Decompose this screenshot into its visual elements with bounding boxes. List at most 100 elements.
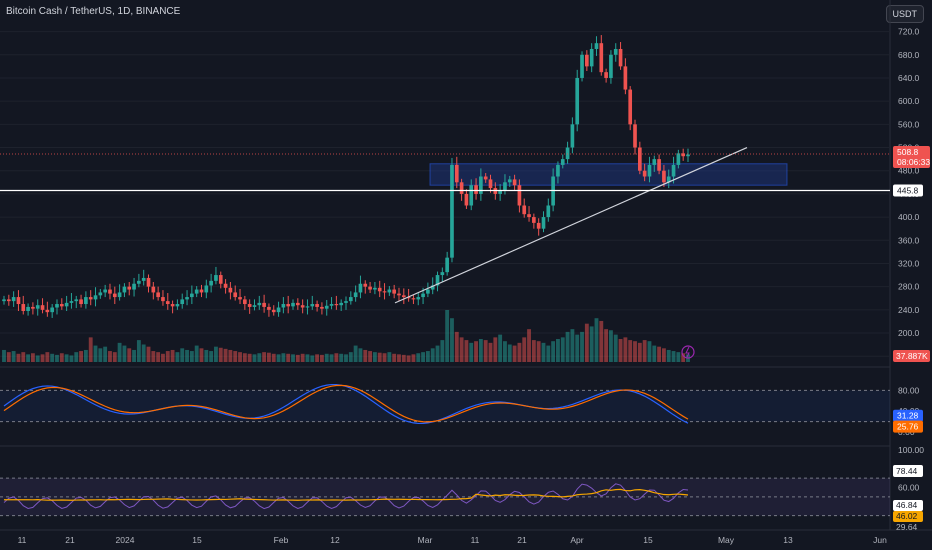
price-tick-label: 600.0	[898, 96, 920, 106]
candle-body	[344, 301, 348, 303]
candle-body	[127, 286, 132, 290]
candle-body	[175, 304, 180, 307]
candle-body	[459, 182, 464, 194]
candle-body	[546, 205, 551, 218]
currency-button[interactable]: USDT	[885, 5, 924, 23]
volume-bar	[541, 342, 546, 362]
volume-bar	[271, 353, 276, 362]
volume-bar	[676, 352, 681, 362]
price-tick-label: 400.0	[898, 212, 920, 222]
volume-bar	[262, 352, 267, 362]
candle-body	[190, 293, 194, 298]
price-tick-label: 200.0	[898, 328, 920, 338]
candle-body	[633, 124, 637, 148]
candle-body	[300, 305, 305, 308]
candle-body	[647, 164, 652, 177]
candle-body	[373, 287, 377, 290]
price-tick-label: 720.0	[898, 27, 920, 37]
volume-bar	[512, 345, 517, 362]
volume-bar	[74, 352, 79, 362]
volume-bar	[59, 353, 64, 362]
rsi-ma-line	[4, 488, 689, 501]
candle-body	[170, 304, 175, 307]
candle-body	[35, 305, 40, 309]
volume-bar	[531, 340, 536, 362]
volume-bar	[604, 329, 609, 362]
candle-body	[666, 176, 671, 183]
volume-bar	[594, 318, 599, 362]
candle-body	[93, 295, 98, 300]
candle-body	[185, 297, 189, 300]
candle-body	[416, 297, 421, 300]
last-price-badge	[893, 146, 930, 169]
volume-bar	[170, 349, 175, 362]
candle-body	[320, 306, 324, 309]
volume-bar	[6, 352, 11, 362]
volume-bar	[483, 340, 488, 362]
candle-body	[26, 306, 30, 311]
volume-bar	[2, 349, 6, 362]
countdown-label: 08:06:33	[897, 157, 930, 167]
candle-body	[454, 164, 459, 183]
volume-bar	[661, 348, 666, 362]
volume-bar	[392, 353, 397, 362]
stoch-d-badge	[893, 420, 923, 433]
volume-bar	[430, 348, 435, 362]
candle-body	[609, 54, 613, 78]
candle-body	[411, 298, 416, 300]
volume-bar	[40, 354, 45, 362]
candle-body	[103, 289, 107, 293]
candle-body	[151, 286, 156, 293]
volume-label: 37.887K	[896, 351, 928, 361]
volume-bar	[348, 352, 353, 362]
volume-bar	[440, 340, 445, 362]
candle-body	[532, 217, 536, 223]
candle-body	[199, 289, 204, 293]
candle-body	[565, 147, 570, 160]
volume-bar	[570, 329, 575, 362]
candle-body	[16, 297, 21, 305]
rsi-label: 46.84	[896, 500, 918, 510]
volume-bar	[623, 337, 628, 362]
candle-body	[479, 176, 483, 194]
volume-bar	[372, 352, 377, 362]
candle-body	[98, 292, 103, 296]
candle-body	[84, 297, 88, 305]
x-axis-label: 2024	[116, 535, 135, 545]
candle-body	[238, 297, 242, 300]
rsi-low-label: 29.64	[896, 522, 918, 532]
volume-bar	[98, 348, 103, 362]
volume-bar	[368, 351, 373, 362]
volume-bar	[55, 354, 59, 362]
candle-body	[334, 304, 339, 306]
volume-bar	[324, 353, 329, 362]
stoch-k-label: 31.28	[897, 411, 919, 421]
volume-bar	[425, 351, 430, 362]
volume-bar	[69, 355, 74, 362]
volume-bar	[295, 354, 300, 362]
rsi-tick-label: 100.00	[898, 445, 924, 455]
candle-body	[536, 222, 541, 229]
volume-bar	[517, 342, 522, 362]
volume-bar	[180, 348, 185, 362]
price-tick-label: 240.0	[898, 305, 920, 315]
candle-body	[137, 280, 141, 284]
chart-title: Bitcoin Cash / TetherUS, 1D, BINANCE	[6, 6, 181, 17]
candle-body	[21, 304, 26, 311]
volume-bar	[30, 353, 35, 362]
stoch-d-label: 25.76	[897, 422, 919, 432]
volume-bar	[416, 353, 421, 362]
candle-body	[440, 272, 445, 276]
candle-body	[483, 176, 488, 180]
volume-bar	[223, 348, 228, 362]
candle-body	[527, 214, 531, 218]
volume-bar	[406, 355, 411, 362]
volume-bar	[127, 348, 132, 362]
volume-bar	[199, 348, 204, 362]
candle-body	[681, 153, 686, 157]
candle-body	[108, 289, 112, 294]
volume-bar	[257, 353, 262, 362]
candle-body	[6, 299, 11, 302]
